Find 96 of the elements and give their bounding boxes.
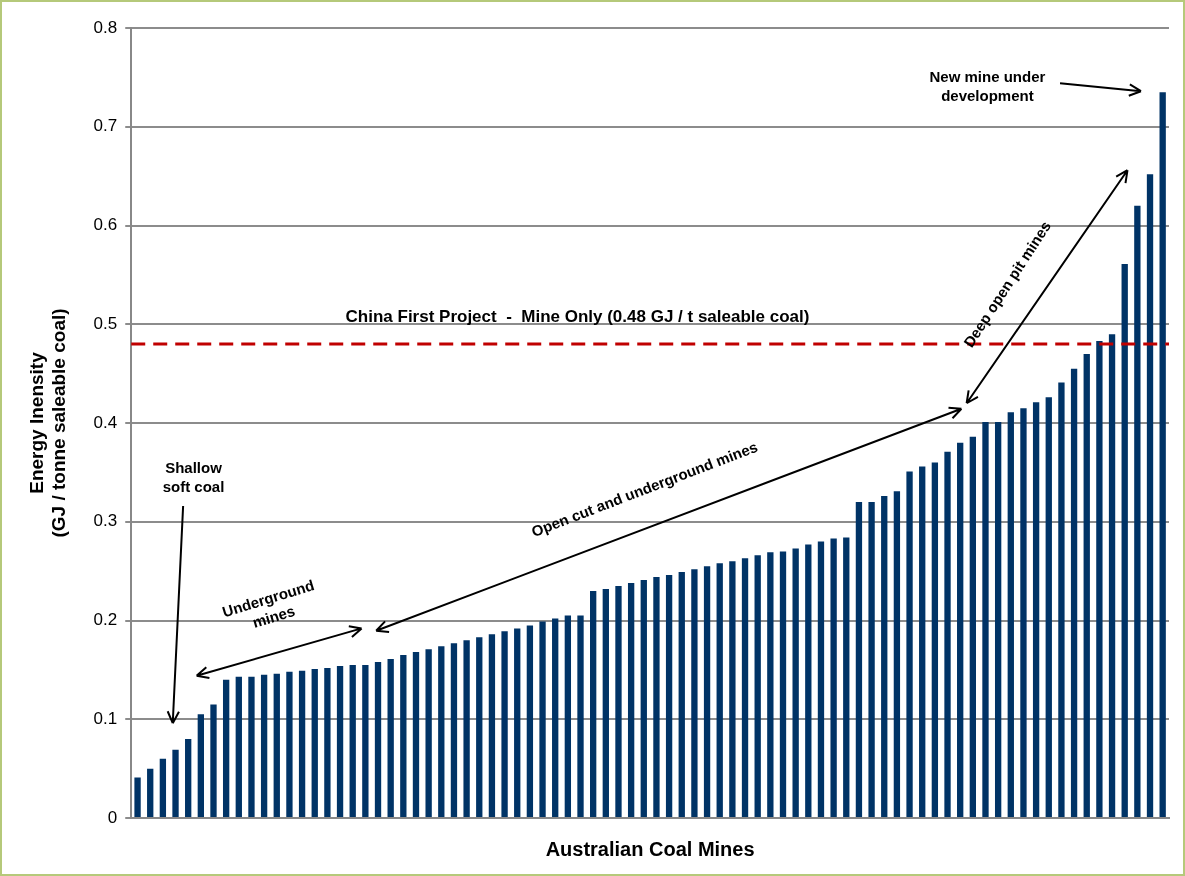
bar (425, 649, 432, 817)
bar (1045, 397, 1052, 817)
bar (147, 768, 154, 817)
y-axis-title: Energy Inensity (GJ / tonne saleable coal) (25, 308, 70, 538)
bar (1070, 368, 1078, 817)
bar (134, 777, 141, 817)
bar (944, 451, 951, 817)
bar (653, 577, 660, 817)
bar (817, 541, 825, 817)
bar (210, 704, 217, 817)
y-tick-label: 0.4 (93, 412, 118, 432)
bar (172, 749, 179, 817)
bar (362, 664, 369, 817)
bar (703, 566, 711, 817)
bar (526, 625, 534, 817)
bar (678, 572, 685, 817)
bar (868, 502, 875, 817)
bar (590, 590, 597, 817)
bar (716, 563, 723, 817)
bar (957, 442, 964, 817)
y-tick-label: 0.7 (93, 116, 118, 136)
bar (1007, 412, 1014, 817)
bar (627, 582, 635, 817)
bar (767, 552, 774, 817)
bar (615, 585, 622, 817)
bar (311, 668, 318, 817)
bar (438, 646, 445, 817)
bar (488, 634, 496, 817)
bar (1058, 382, 1065, 817)
bar (235, 676, 242, 817)
bar (374, 661, 382, 817)
y-tick-label: 0.2 (93, 610, 118, 630)
bar (450, 643, 458, 817)
bar (665, 575, 673, 817)
annotation: Shallow soft coal (162, 458, 225, 495)
bar (539, 621, 546, 817)
bar (792, 548, 799, 817)
bar (1096, 341, 1103, 817)
bar (564, 615, 572, 817)
bar (830, 538, 837, 817)
bar (919, 466, 926, 817)
bar (1134, 205, 1141, 817)
y-tick-label: 0.1 (93, 708, 118, 728)
bar (476, 637, 483, 817)
y-tick-label: 0.8 (93, 17, 118, 37)
y-tick-label: 0.5 (93, 313, 118, 333)
bar (602, 588, 609, 817)
y-tick-label: 0.3 (93, 511, 118, 531)
y-tick-label: 0.6 (93, 215, 118, 235)
bar (843, 537, 850, 817)
bar (197, 714, 204, 817)
bar (994, 422, 1002, 817)
bar (324, 667, 331, 817)
bar (1146, 174, 1154, 817)
bar (1032, 402, 1040, 817)
bar (881, 496, 888, 817)
x-axis-title: Australian Coal Mines (545, 837, 755, 860)
bar (400, 655, 407, 817)
bar (754, 555, 761, 817)
bar (1121, 264, 1128, 817)
bar (501, 631, 508, 817)
bar (514, 628, 521, 817)
bar (387, 659, 394, 817)
bar (273, 673, 280, 817)
bar (463, 640, 470, 817)
bar (1020, 408, 1027, 817)
bar (260, 674, 268, 817)
bar (741, 558, 749, 817)
bar (893, 491, 901, 817)
bar (691, 569, 698, 817)
bar (805, 544, 812, 817)
bar (1159, 92, 1166, 817)
bar (349, 664, 356, 817)
bar (906, 471, 913, 817)
bar (336, 665, 344, 817)
bar (222, 679, 230, 817)
ref-line-label: China First Project - Mine Only (0.48 GJ / t saleable coal) (345, 307, 810, 327)
bar (185, 739, 192, 817)
bar (931, 462, 939, 817)
bar (159, 758, 167, 817)
bar (286, 671, 293, 817)
bar (855, 502, 863, 817)
bar (1108, 334, 1116, 817)
bar (577, 615, 584, 817)
bar (969, 436, 976, 817)
bar (552, 618, 559, 817)
bar (982, 422, 989, 817)
bar (640, 580, 647, 817)
y-tick-label: 0 (107, 807, 118, 827)
bar (298, 670, 306, 817)
bar (729, 561, 736, 817)
bar (412, 652, 420, 817)
bar (779, 551, 787, 817)
bar (248, 676, 255, 817)
bar (1083, 353, 1090, 817)
annotation: New mine under development (929, 67, 1046, 104)
